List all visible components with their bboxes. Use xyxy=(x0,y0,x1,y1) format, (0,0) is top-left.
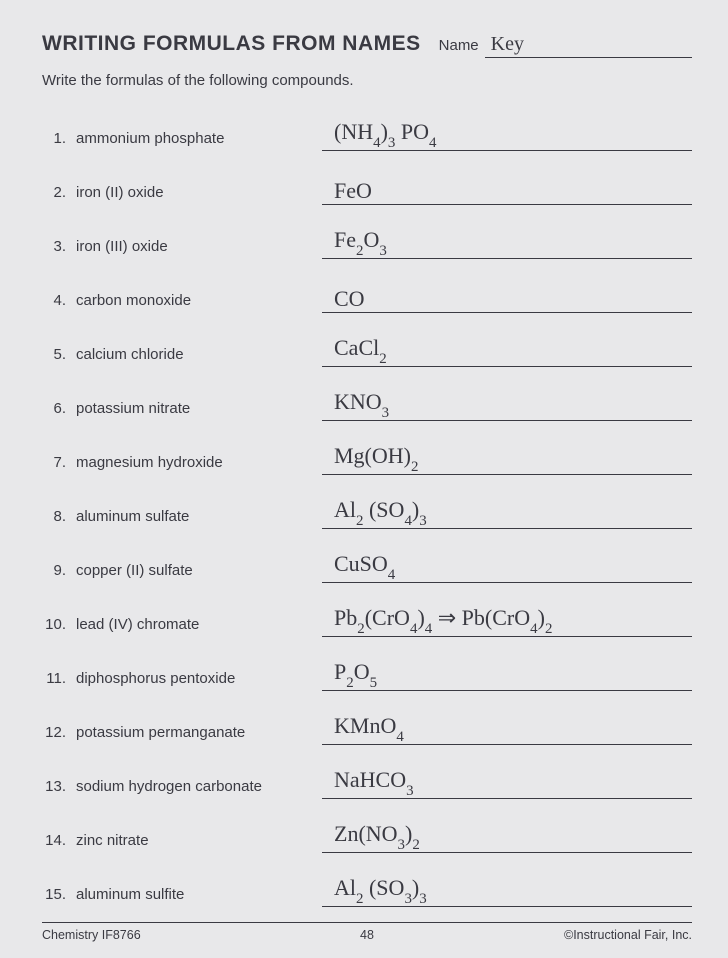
compound-name: diphosphorus pentoxide xyxy=(72,670,322,701)
compound-name: aluminum sulfate xyxy=(72,508,322,539)
compound-row: 11.diphosphorus pentoxideP2O5 xyxy=(42,647,692,701)
compound-row: 14.zinc nitrateZn(NO3)2 xyxy=(42,809,692,863)
formula-answer: (NH4)3 PO4 xyxy=(322,120,692,151)
header-row: WRITING FORMULAS FROM NAMES Name Key xyxy=(42,32,692,58)
row-number: 4. xyxy=(42,292,72,323)
compound-name: magnesium hydroxide xyxy=(72,454,322,485)
compound-name: ammonium phosphate xyxy=(72,130,322,161)
formula-answer: Al2 (SO3)3 xyxy=(322,876,692,907)
footer-left: Chemistry IF8766 xyxy=(42,928,141,942)
compound-name: zinc nitrate xyxy=(72,832,322,863)
compound-name: carbon monoxide xyxy=(72,292,322,323)
formula-answer: Pb2(CrO4)4 ⇒ Pb(CrO4)2 xyxy=(322,606,692,637)
compound-name: potassium nitrate xyxy=(72,400,322,431)
compound-name: iron (III) oxide xyxy=(72,238,322,269)
name-label: Name xyxy=(439,37,479,54)
row-number: 11. xyxy=(42,670,72,701)
compound-name: potassium permanganate xyxy=(72,724,322,755)
compound-list: 1.ammonium phosphate(NH4)3 PO42.iron (II… xyxy=(42,107,692,917)
compound-row: 13.sodium hydrogen carbonateNaHCO3 xyxy=(42,755,692,809)
row-number: 6. xyxy=(42,400,72,431)
row-number: 2. xyxy=(42,184,72,215)
compound-row: 1.ammonium phosphate(NH4)3 PO4 xyxy=(42,107,692,161)
formula-answer: Mg(OH)2 xyxy=(322,444,692,475)
compound-row: 6.potassium nitrateKNO3 xyxy=(42,377,692,431)
formula-answer: FeO xyxy=(322,179,692,205)
formula-answer: CO xyxy=(322,287,692,313)
formula-answer: KMnO4 xyxy=(322,714,692,745)
instructions-text: Write the formulas of the following comp… xyxy=(42,72,692,89)
name-block: Name Key xyxy=(439,33,692,58)
row-number: 13. xyxy=(42,778,72,809)
footer-page-number: 48 xyxy=(360,928,374,942)
row-number: 5. xyxy=(42,346,72,377)
compound-row: 15.aluminum sulfiteAl2 (SO3)3 xyxy=(42,863,692,917)
compound-row: 7.magnesium hydroxideMg(OH)2 xyxy=(42,431,692,485)
name-value: Key xyxy=(485,33,692,58)
row-number: 7. xyxy=(42,454,72,485)
compound-row: 8.aluminum sulfateAl2 (SO4)3 xyxy=(42,485,692,539)
formula-answer: NaHCO3 xyxy=(322,768,692,799)
compound-row: 5.calcium chlorideCaCl2 xyxy=(42,323,692,377)
formula-answer: Fe2O3 xyxy=(322,228,692,259)
compound-row: 12.potassium permanganateKMnO4 xyxy=(42,701,692,755)
page-footer: Chemistry IF8766 48 ©Instructional Fair,… xyxy=(42,922,692,942)
compound-row: 3.iron (III) oxideFe2O3 xyxy=(42,215,692,269)
row-number: 8. xyxy=(42,508,72,539)
compound-name: iron (II) oxide xyxy=(72,184,322,215)
formula-answer: Zn(NO3)2 xyxy=(322,822,692,853)
compound-row: 9.copper (II) sulfateCuSO4 xyxy=(42,539,692,593)
row-number: 3. xyxy=(42,238,72,269)
compound-row: 10.lead (IV) chromatePb2(CrO4)4 ⇒ Pb(CrO… xyxy=(42,593,692,647)
worksheet-title: WRITING FORMULAS FROM NAMES xyxy=(42,32,421,56)
compound-name: aluminum sulfite xyxy=(72,886,322,917)
row-number: 15. xyxy=(42,886,72,917)
row-number: 14. xyxy=(42,832,72,863)
footer-right: ©Instructional Fair, Inc. xyxy=(564,928,692,942)
compound-row: 2.iron (II) oxideFeO xyxy=(42,161,692,215)
formula-answer: Al2 (SO4)3 xyxy=(322,498,692,529)
row-number: 9. xyxy=(42,562,72,593)
formula-answer: CuSO4 xyxy=(322,552,692,583)
compound-name: calcium chloride xyxy=(72,346,322,377)
row-number: 10. xyxy=(42,616,72,647)
formula-answer: KNO3 xyxy=(322,390,692,421)
compound-name: sodium hydrogen carbonate xyxy=(72,778,322,809)
formula-answer: P2O5 xyxy=(322,660,692,691)
compound-name: copper (II) sulfate xyxy=(72,562,322,593)
formula-answer: CaCl2 xyxy=(322,336,692,367)
compound-name: lead (IV) chromate xyxy=(72,616,322,647)
row-number: 1. xyxy=(42,130,72,161)
row-number: 12. xyxy=(42,724,72,755)
compound-row: 4.carbon monoxideCO xyxy=(42,269,692,323)
